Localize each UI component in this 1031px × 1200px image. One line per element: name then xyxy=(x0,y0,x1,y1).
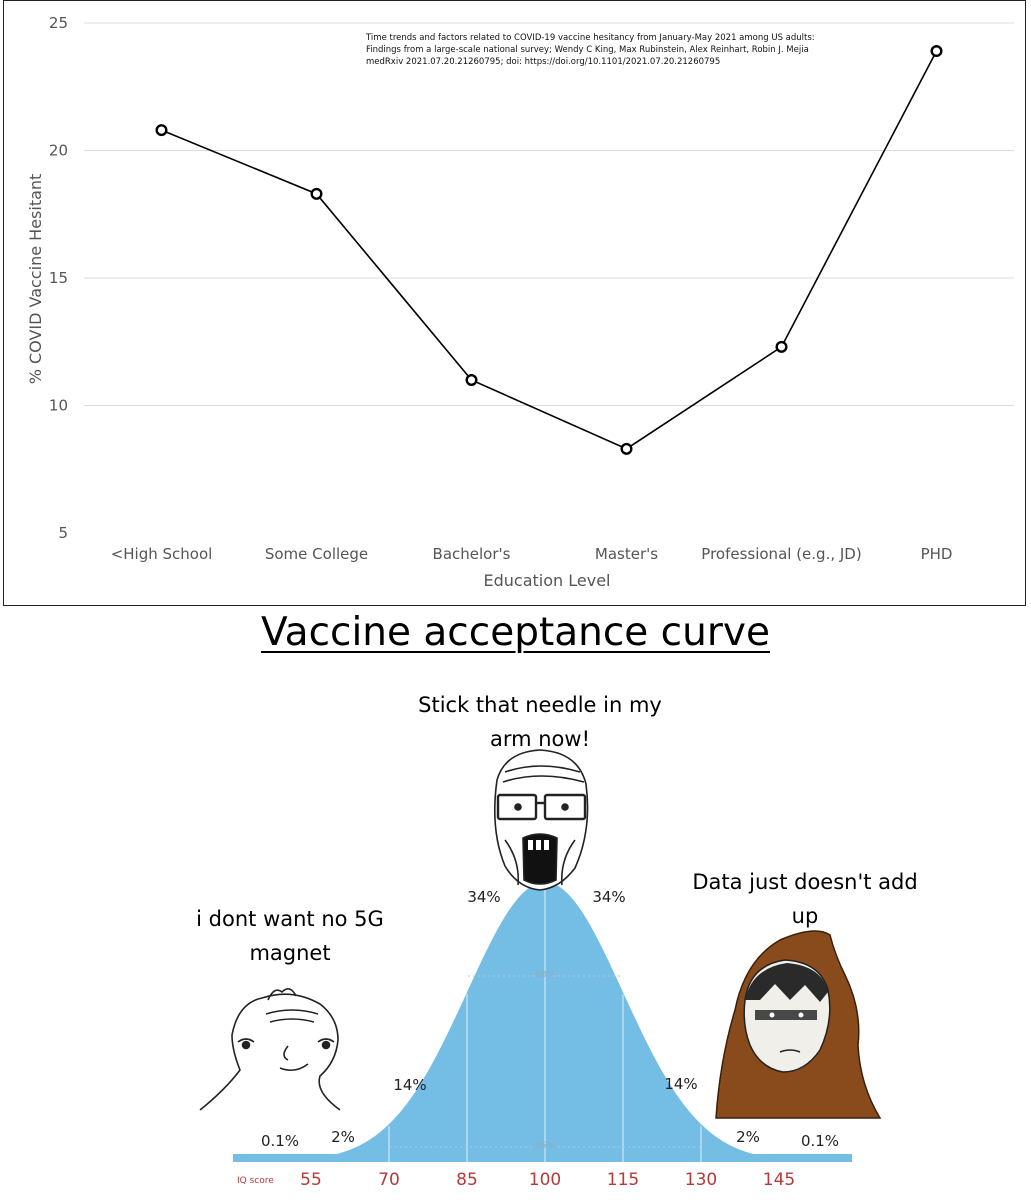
line-chart: 5 10 15 20 25 <High School Some College Bachel… xyxy=(26,14,1014,590)
meme-title: Vaccine acceptance curve xyxy=(261,610,770,655)
iq-score-label: 55 xyxy=(300,1170,322,1190)
y-tick-labels: 5 10 15 20 25 xyxy=(49,14,68,542)
x-tick-label: Some College xyxy=(265,545,368,563)
data-point xyxy=(465,374,478,387)
bell-curve xyxy=(233,882,852,1162)
x-axis-title: Education Level xyxy=(484,571,611,590)
pct-label-far-right: 0.1% xyxy=(801,1132,839,1150)
y-tick-label: 10 xyxy=(49,397,68,415)
data-points xyxy=(155,45,943,455)
pct-label-left-34: 34% xyxy=(467,888,500,906)
iq-score-label: 145 xyxy=(763,1170,795,1190)
iq-score-labels: 55 70 85 100 115 130 145 xyxy=(300,1170,795,1190)
data-point xyxy=(155,124,168,137)
pct-label-right-14: 14% xyxy=(664,1075,697,1093)
x-tick-label: <High School xyxy=(111,545,213,563)
pct-label-left-2: 2% xyxy=(331,1128,355,1146)
sigma-dividers xyxy=(388,884,702,1162)
x-tick-labels: <High School Some College Bachelor's Master… xyxy=(111,545,953,563)
label-95: 95% xyxy=(535,1141,555,1151)
y-tick-label: 25 xyxy=(49,14,68,32)
y-tick-label: 20 xyxy=(49,142,68,160)
data-point xyxy=(620,442,633,455)
iq-axis-label: IQ score xyxy=(237,1176,274,1186)
series-line xyxy=(161,50,938,450)
y-tick-label: 5 xyxy=(58,524,68,542)
hooded-wojak-icon xyxy=(715,930,882,1119)
chart-panel: 5 10 15 20 25 <High School Some College Bachel… xyxy=(3,0,1026,606)
pct-label-right-34: 34% xyxy=(592,888,625,906)
iq-score-label: 115 xyxy=(607,1170,639,1190)
iq-score-label: 70 xyxy=(378,1170,400,1190)
bearded-wojak-icon xyxy=(493,749,589,891)
y-axis-title: % COVID Vaccine Hesitant xyxy=(26,174,45,385)
iq-score-label: 85 xyxy=(456,1170,478,1190)
caption-right: Data just doesn't add up xyxy=(692,870,918,928)
caption-left: i dont want no 5G magnet xyxy=(196,907,384,965)
label-68: 68% xyxy=(535,970,555,980)
bald-wojak-icon xyxy=(199,988,341,1111)
x-tick-label: Master's xyxy=(595,545,658,563)
gridlines xyxy=(84,22,1014,406)
x-tick-label: Professional (e.g., JD) xyxy=(701,545,861,563)
pct-label-right-2: 2% xyxy=(736,1128,760,1146)
iq-score-label: 100 xyxy=(529,1170,561,1190)
data-point xyxy=(930,45,943,58)
citation-line-3: medRxiv 2021.07.20.21260795; doi: https:… xyxy=(366,57,720,67)
data-point xyxy=(775,340,788,353)
x-tick-label: PHD xyxy=(921,545,953,563)
data-point xyxy=(310,187,323,200)
x-tick-label: Bachelor's xyxy=(433,545,511,563)
y-tick-label: 15 xyxy=(49,269,68,287)
caption-center: Stick that needle in my arm now! xyxy=(418,693,662,751)
pct-label-far-left: 0.1% xyxy=(261,1132,299,1150)
iq-score-label: 130 xyxy=(685,1170,717,1190)
citation-line-2: Findings from a large-scale national sur… xyxy=(366,45,809,55)
pct-label-left-14: 14% xyxy=(393,1076,426,1094)
citation-line-1: Time trends and factors related to COVID… xyxy=(365,33,815,43)
